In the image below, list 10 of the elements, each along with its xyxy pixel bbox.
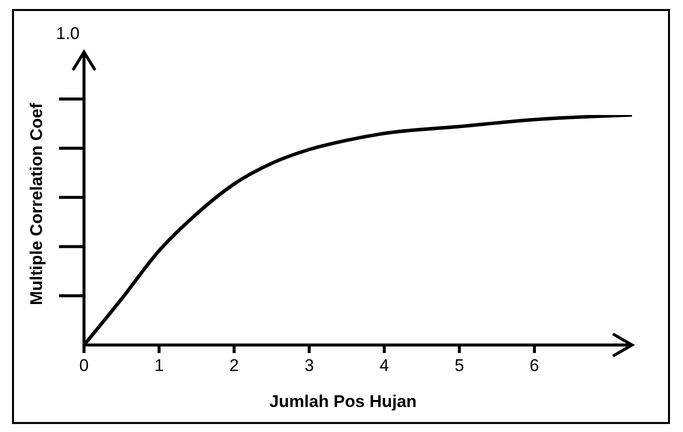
text: 1.0 xyxy=(56,24,80,44)
x-tick-label: 5 xyxy=(454,356,464,376)
x-axis-title: Jumlah Pos Hujan xyxy=(268,392,418,412)
x-tick-label: 0 xyxy=(79,356,89,376)
x-tick-label: 3 xyxy=(304,356,314,376)
x-tick-label: 6 xyxy=(530,356,540,376)
x-tick-label: 4 xyxy=(380,356,390,376)
x-tick-label: 2 xyxy=(229,356,239,376)
x-tick-label: 1 xyxy=(154,356,164,376)
y-axis-title: Multiple Correlation Coef xyxy=(27,102,47,308)
